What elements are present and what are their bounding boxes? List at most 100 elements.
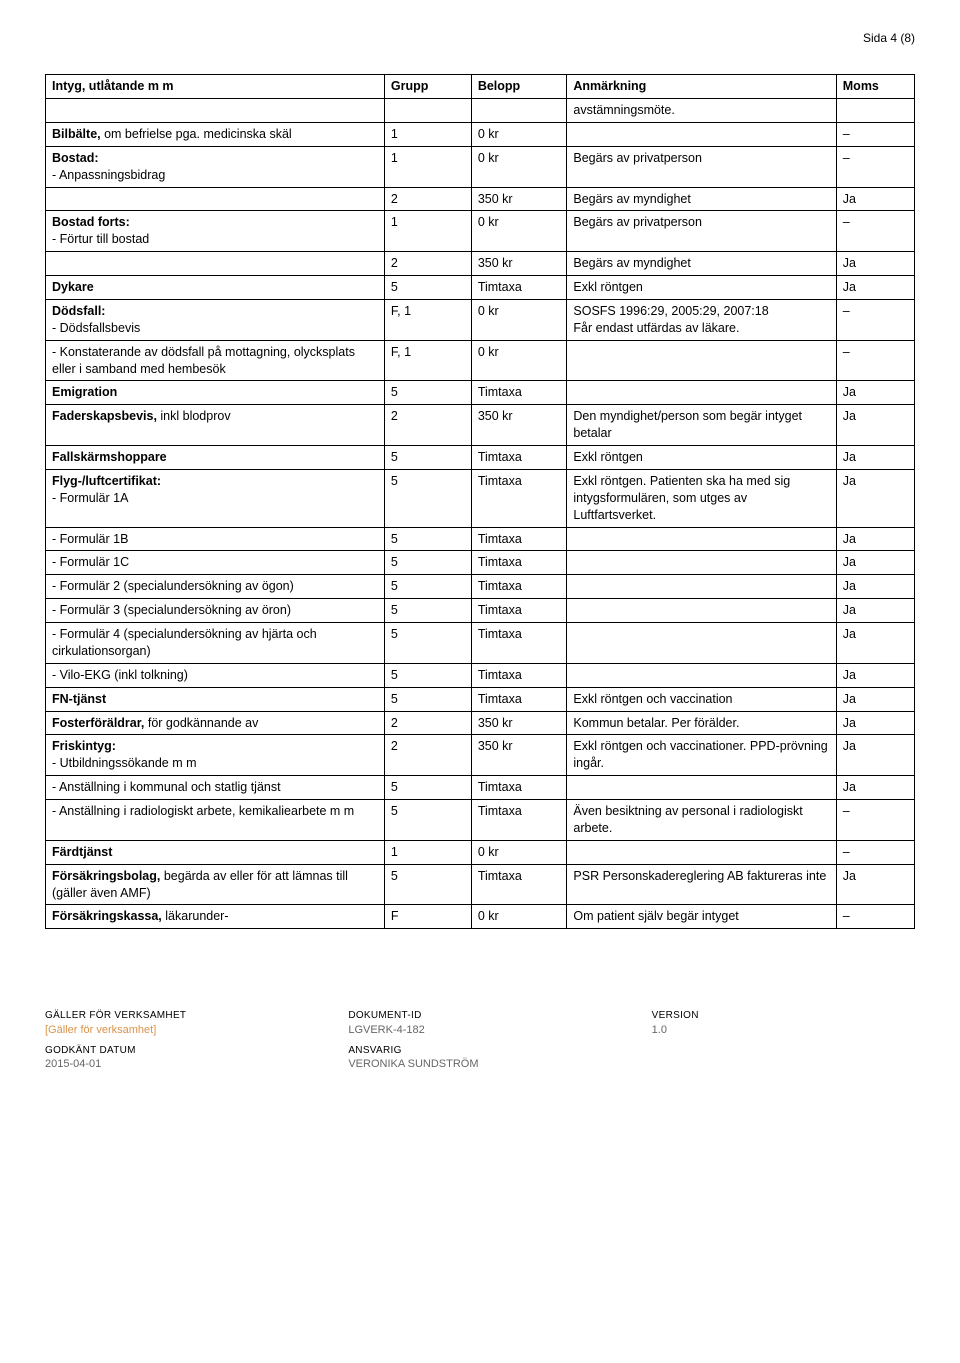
cell-belopp: Timtaxa (471, 575, 567, 599)
table-row: - Formulär 2 (specialundersökning av ögo… (46, 575, 915, 599)
cell-moms: Ja (836, 187, 914, 211)
cell-name: Emigration (46, 381, 385, 405)
cell-moms: – (836, 146, 914, 187)
table-row: - Konstaterande av dödsfall på mottagnin… (46, 340, 915, 381)
cell-name: Dykare (46, 276, 385, 300)
cell-name: Försäkringskassa, läkarunder- (46, 905, 385, 929)
cell-moms: Ja (836, 687, 914, 711)
cell-belopp: 350 kr (471, 252, 567, 276)
cell-anmarkning: Begärs av myndighet (567, 252, 836, 276)
footer-value: 2015-04-01 (45, 1057, 308, 1072)
cell-belopp: Timtaxa (471, 599, 567, 623)
cell-belopp: 0 kr (471, 340, 567, 381)
cell-name: - Formulär 2 (specialundersökning av ögo… (46, 575, 385, 599)
cell-anmarkning: Begärs av myndighet (567, 187, 836, 211)
document-footer: GÄLLER FÖR VERKSAMHET [Gäller för verksa… (45, 1009, 915, 1078)
table-row: Färdtjänst10 kr – (46, 840, 915, 864)
cell-belopp: Timtaxa (471, 469, 567, 527)
cell-grupp: 5 (384, 551, 471, 575)
table-row: Emigration5TimtaxaJa (46, 381, 915, 405)
cell-moms: Ja (836, 469, 914, 527)
cell-name: - Formulär 1C (46, 551, 385, 575)
cell-moms: Ja (836, 735, 914, 776)
cell-grupp: 2 (384, 405, 471, 446)
cell-belopp: 350 kr (471, 187, 567, 211)
cell-anmarkning: Exkl röntgen (567, 446, 836, 470)
cell-name: Bostad:- Anpassningsbidrag (46, 146, 385, 187)
cell-belopp: Timtaxa (471, 276, 567, 300)
cell-moms: Ja (836, 864, 914, 905)
cell-grupp: 5 (384, 381, 471, 405)
cell-anmarkning (567, 122, 836, 146)
cell-belopp: Timtaxa (471, 687, 567, 711)
cell-grupp: 5 (384, 446, 471, 470)
cell-grupp: F, 1 (384, 340, 471, 381)
cell-grupp: 1 (384, 840, 471, 864)
cell-grupp: 1 (384, 211, 471, 252)
table-row: Dykare5TimtaxaExkl röntgenJa (46, 276, 915, 300)
footer-value: VERONIKA SUNDSTRÖM (348, 1057, 611, 1072)
cell-moms: – (836, 340, 914, 381)
cell-grupp: 2 (384, 711, 471, 735)
table-header: Intyg, utlåtande m m Grupp Belopp Anmärk… (46, 75, 915, 99)
cell-anmarkning: SOSFS 1996:29, 2005:29, 2007:18Får endas… (567, 299, 836, 340)
cell-name (46, 187, 385, 211)
footer-value: LGVERK-4-182 (348, 1023, 611, 1038)
cell-name: - Formulär 4 (specialundersökning av hjä… (46, 623, 385, 664)
cell-moms: – (836, 299, 914, 340)
cell-moms: Ja (836, 663, 914, 687)
cell-anmarkning: Exkl röntgen (567, 276, 836, 300)
cell-moms: – (836, 211, 914, 252)
cell-belopp: 0 kr (471, 211, 567, 252)
cell-name: Försäkringsbolag, begärda av eller för a… (46, 864, 385, 905)
table-row: - Formulär 1C5TimtaxaJa (46, 551, 915, 575)
cell-name (46, 252, 385, 276)
cell-empty (836, 99, 914, 123)
cell-belopp: Timtaxa (471, 446, 567, 470)
cell-name: - Konstaterande av dödsfall på mottagnin… (46, 340, 385, 381)
cell-anmarkning: Kommun betalar. Per förälder. (567, 711, 836, 735)
cell-anmarkning (567, 340, 836, 381)
cell-moms: Ja (836, 405, 914, 446)
cell-belopp: Timtaxa (471, 663, 567, 687)
table-row: Friskintyg:- Utbildningssökande m m2350 … (46, 735, 915, 776)
cell-grupp: 5 (384, 864, 471, 905)
footer-col-3: VERSION 1.0 (652, 1009, 915, 1078)
cell-moms: Ja (836, 381, 914, 405)
footer-value: 1.0 (652, 1023, 915, 1038)
cell-moms: – (836, 122, 914, 146)
cell-moms: – (836, 840, 914, 864)
cell-anmarkning: Exkl röntgen och vaccination (567, 687, 836, 711)
cell-moms: – (836, 905, 914, 929)
cell-anmarkning (567, 381, 836, 405)
cell-name: FN-tjänst (46, 687, 385, 711)
table-row: - Formulär 3 (specialundersökning av öro… (46, 599, 915, 623)
cell-name: Fallskärmshoppare (46, 446, 385, 470)
cell-grupp: F (384, 905, 471, 929)
cell-belopp: Timtaxa (471, 800, 567, 841)
table-row: Faderskapsbevis, inkl blodprov2350 krDen… (46, 405, 915, 446)
cell-anmarkning (567, 599, 836, 623)
cell-name: Färdtjänst (46, 840, 385, 864)
cell-grupp: 2 (384, 252, 471, 276)
footer-label: DOKUMENT-ID (348, 1009, 611, 1023)
cell-anmarkning: Begärs av privatperson (567, 146, 836, 187)
cell-name: Friskintyg:- Utbildningssökande m m (46, 735, 385, 776)
cell-moms: Ja (836, 446, 914, 470)
table-row: - Vilo-EKG (inkl tolkning)5TimtaxaJa (46, 663, 915, 687)
cell-belopp: 0 kr (471, 146, 567, 187)
footer-col-1: GÄLLER FÖR VERKSAMHET [Gäller för verksa… (45, 1009, 308, 1078)
cell-anmarkning: Den myndighet/person som begär intyget b… (567, 405, 836, 446)
cell-moms: Ja (836, 527, 914, 551)
cell-anmarkning (567, 776, 836, 800)
footer-label: GODKÄNT DATUM (45, 1044, 308, 1058)
cell-belopp: 0 kr (471, 905, 567, 929)
cell-belopp: 0 kr (471, 840, 567, 864)
cell-belopp: Timtaxa (471, 623, 567, 664)
cell-empty (46, 99, 385, 123)
table-row: - Anställning i kommunal och statlig tjä… (46, 776, 915, 800)
cell-moms: Ja (836, 276, 914, 300)
table-row: - Anställning i radiologiskt arbete, kem… (46, 800, 915, 841)
cell-grupp: 5 (384, 623, 471, 664)
cell-anmarkning (567, 551, 836, 575)
